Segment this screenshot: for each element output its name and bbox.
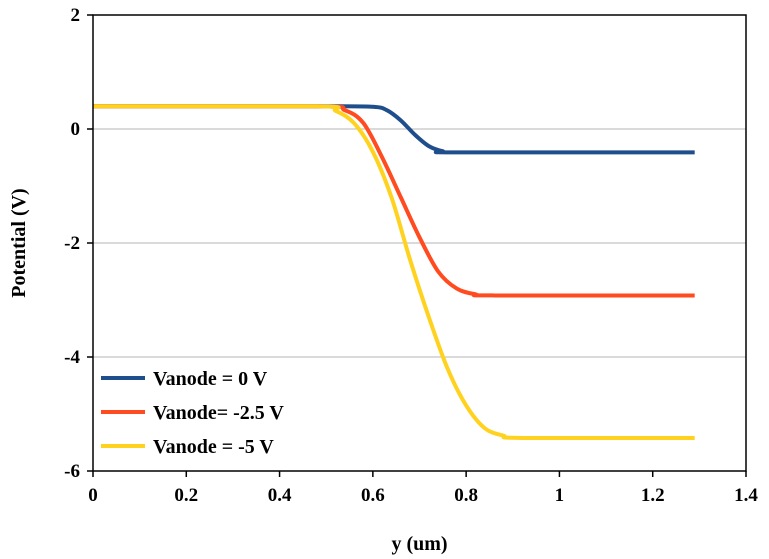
y-tick-label: -2 — [64, 233, 80, 254]
x-tick-label: 0.2 — [174, 485, 198, 506]
y-tick-label: -4 — [64, 347, 80, 368]
legend: Vanode = 0 V Vanode= -2.5 V Vanode = -5 V — [101, 368, 284, 458]
legend-label-1: Vanode = 0 V — [153, 368, 268, 390]
x-axis-title: y (um) — [391, 533, 447, 555]
gridlines — [93, 128, 746, 358]
x-tick-label: 0.8 — [454, 485, 478, 506]
y-axis-title: Potential (V) — [8, 188, 30, 297]
legend-label-2: Vanode= -2.5 V — [153, 402, 284, 424]
x-tick-label: 0.4 — [268, 485, 292, 506]
legend-label-3: Vanode = -5 V — [153, 436, 274, 458]
y-axis: 2 0 -2 -4 -6 — [64, 5, 93, 482]
x-axis: 0 0.2 0.4 0.6 0.8 1 1.2 1.4 — [88, 471, 758, 506]
series-layer — [92, 104, 695, 440]
x-tick-label: 0 — [88, 485, 98, 506]
y-tick-label: -6 — [64, 461, 80, 482]
x-tick-label: 1 — [555, 485, 565, 506]
x-tick-label: 1.2 — [641, 485, 665, 506]
y-tick-label: 0 — [71, 119, 81, 140]
y-tick-label: 2 — [71, 5, 81, 26]
x-tick-label: 1.4 — [734, 485, 758, 506]
series-line-3 — [92, 104, 695, 440]
x-tick-label: 0.6 — [361, 485, 385, 506]
